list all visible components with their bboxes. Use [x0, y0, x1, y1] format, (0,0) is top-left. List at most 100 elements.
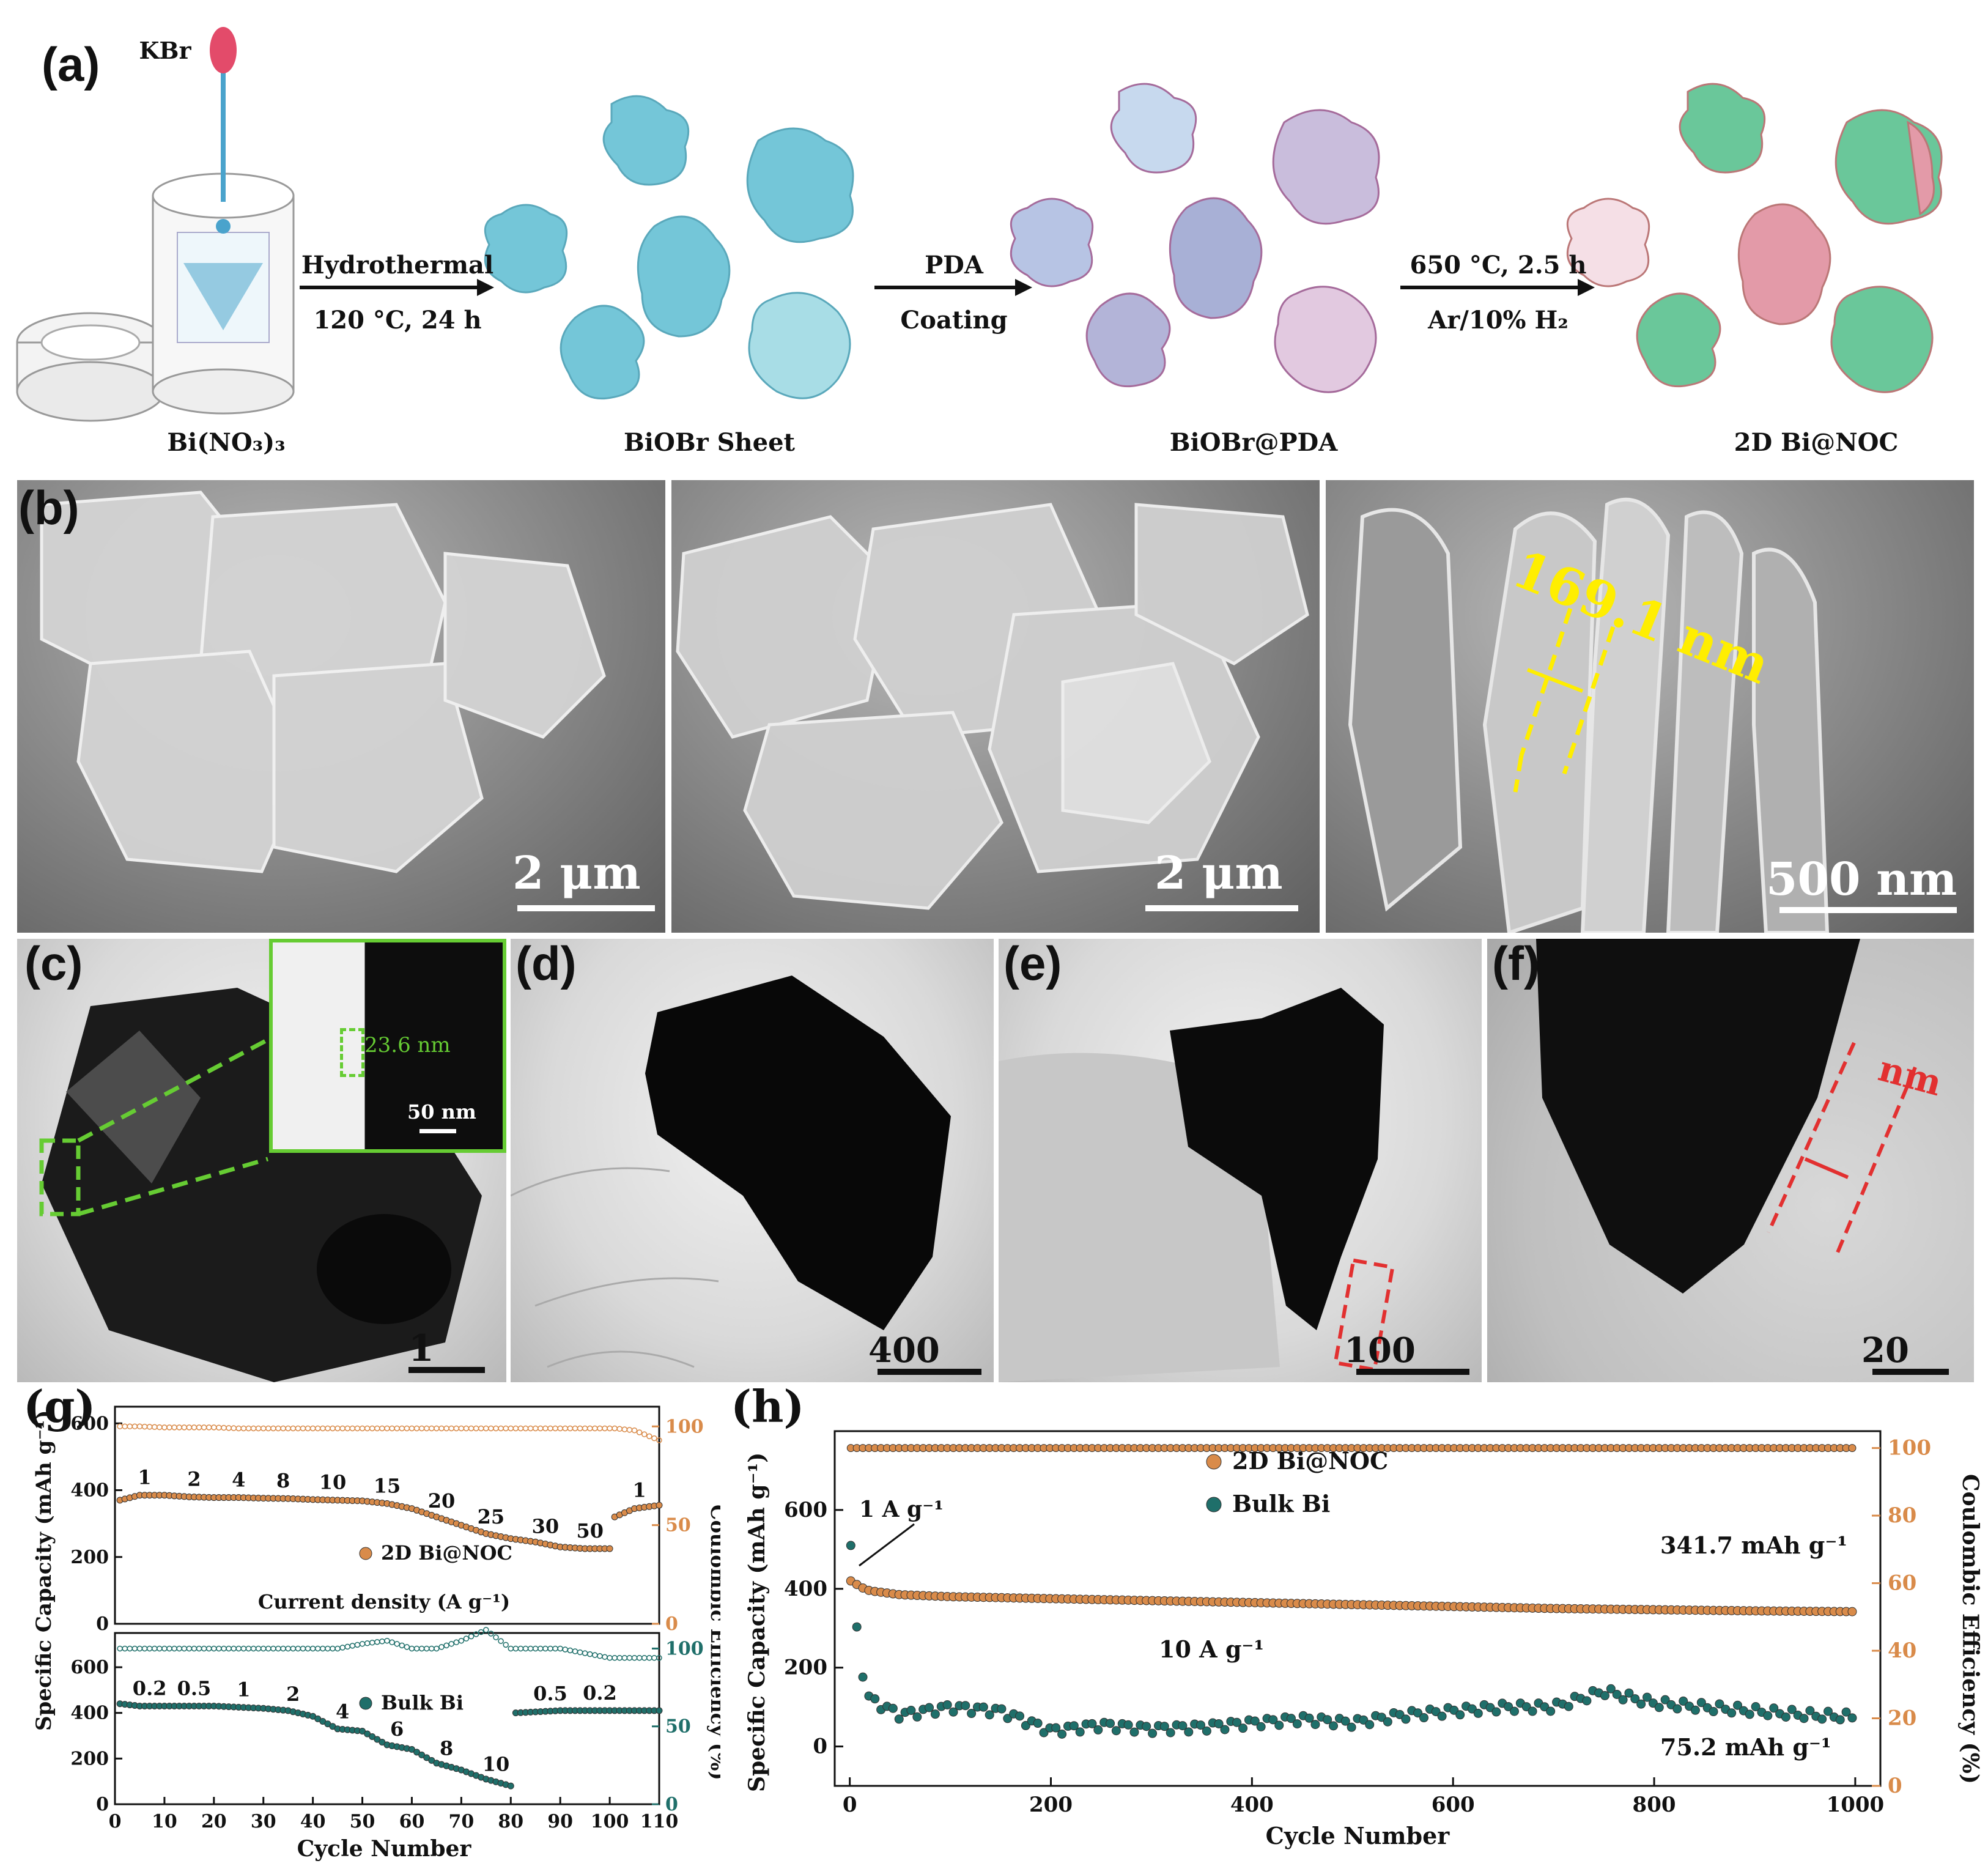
ce-point: [255, 1425, 262, 1432]
capacity-point-bulk: [961, 1701, 970, 1711]
ce-point: [309, 1645, 316, 1652]
ce-point: [463, 1425, 470, 1432]
ce-point: [280, 1645, 286, 1652]
x-axis-label: Cycle Number: [1266, 1822, 1450, 1849]
panel-g-chart: (g) 0 200 400 600 0 50 100 1 2 4 8 10 15 20 25 30 50 1 2D B…: [17, 1388, 720, 1865]
y2-tick-label: 50: [665, 1716, 691, 1738]
ce-point: [493, 1634, 499, 1640]
rate-label: 0.5: [177, 1676, 212, 1700]
ce-point: [369, 1640, 375, 1646]
ce-point: [394, 1641, 400, 1647]
ce-point: [522, 1645, 529, 1652]
capacity-point-bulk: [1268, 1715, 1278, 1725]
ce-point: [577, 1649, 583, 1656]
ce-point: [181, 1645, 188, 1652]
ce-point: [562, 1646, 569, 1653]
ce-point: [404, 1425, 410, 1432]
ce-point: [423, 1425, 430, 1432]
ce-point: [503, 1642, 509, 1648]
ce-point: [265, 1645, 272, 1652]
capacity-point-bulk: [1292, 1719, 1302, 1729]
ce-point: [379, 1425, 385, 1432]
panel-h-chart: (h) 0 200 400 600 0 20 40 60 80 100 0 200 400 600 800 10…: [731, 1388, 1984, 1865]
tem-image-d: (d) 400 nm: [511, 939, 994, 1382]
x-tick-label: 0: [109, 1811, 122, 1832]
tem-image-c: (c) 23.6 nm 50 nm 1 μm: [17, 939, 506, 1382]
capacity-point-bulk: [1745, 1709, 1754, 1719]
ce-point: [141, 1645, 148, 1652]
capacity-point-bulk: [1787, 1705, 1797, 1714]
capacity-point-bulk: [1075, 1727, 1085, 1737]
capacity-point-bulk: [1733, 1700, 1743, 1710]
capacity-point-bulk: [1654, 1703, 1664, 1712]
panel-b-label: (b): [18, 481, 79, 535]
ce-point: [616, 1426, 623, 1432]
ce-point: [532, 1645, 539, 1652]
sem-image-1: (b) 2 μm: [17, 480, 665, 933]
ce-point: [468, 1425, 475, 1432]
ce-point: [364, 1425, 371, 1432]
ce-point: [438, 1425, 445, 1432]
capacity-point-bulk: [1323, 1715, 1332, 1725]
ce-point: [413, 1425, 420, 1432]
capacity-point-bulk: [1660, 1695, 1670, 1705]
ce-point: [631, 1427, 638, 1434]
y-axis-label: Specific Capacity (mAh g⁻¹): [744, 1453, 770, 1792]
step3-bottom-text: Ar/10% H₂: [1428, 306, 1569, 335]
ce-point: [384, 1425, 390, 1432]
capacity-point-bulk: [1069, 1721, 1079, 1731]
capacity-point-bulk: [1365, 1720, 1375, 1730]
capacity-point-bulk: [1781, 1712, 1790, 1722]
ce-point: [522, 1425, 529, 1432]
tem-scale-bar-d: [878, 1369, 981, 1375]
ce-point: [290, 1645, 297, 1652]
x-tick-label: 60: [399, 1811, 425, 1832]
y2-tick-label: 60: [1888, 1571, 1916, 1596]
ce-point: [364, 1640, 371, 1646]
capacity-point-bulk: [1521, 1702, 1531, 1712]
capacity-point-bulk: [925, 1703, 934, 1712]
ce-point: [285, 1425, 291, 1432]
capacity-point-bulk: [1612, 1689, 1622, 1699]
caption-biobr-sheet: BiOBr Sheet: [624, 428, 795, 457]
ce-point: [186, 1424, 193, 1431]
x-tick-label: 110: [640, 1811, 679, 1832]
ce-point: [117, 1423, 123, 1430]
ce-point: [339, 1425, 345, 1432]
ce-point: [468, 1633, 475, 1640]
capacity-point-bulk: [1111, 1726, 1121, 1736]
ce-point: [404, 1644, 410, 1650]
ce-point: [205, 1645, 212, 1652]
ce-point: [616, 1654, 623, 1661]
y2-tick-label: 80: [1888, 1503, 1916, 1528]
capacity-point-bulk: [1582, 1696, 1592, 1706]
x-tick-label: 80: [498, 1811, 523, 1832]
capacity-point-bulk: [1600, 1690, 1609, 1700]
ce-point: [651, 1435, 657, 1442]
ce-point: [344, 1425, 351, 1432]
caption-bi-nitrate: Bi(NO₃)₃: [167, 428, 286, 457]
capacity-point-bulk: [948, 1707, 958, 1717]
capacity-point-bulk: [1455, 1710, 1465, 1720]
capacity-point-bulk: [1250, 1716, 1260, 1726]
ce-point: [498, 1425, 504, 1432]
rate-label: 0.5: [533, 1682, 567, 1705]
rate-label: 4: [336, 1700, 349, 1723]
ce-point: [656, 1654, 662, 1661]
ce-point: [586, 1425, 593, 1432]
sem-scale-text-1: 2 μm: [512, 847, 641, 900]
legend-marker-noc: [1206, 1454, 1222, 1470]
sem-scale-text-3: 500 nm: [1766, 853, 1957, 906]
ce-point: [418, 1645, 425, 1652]
ce-point: [488, 1631, 494, 1637]
y2-tick-label: 100: [665, 1638, 704, 1659]
ce-point: [161, 1645, 168, 1652]
ce-point: [186, 1645, 193, 1652]
ce-point: [235, 1425, 242, 1432]
rate-label: 10: [319, 1471, 347, 1494]
ce-point: [508, 1645, 514, 1652]
y-tick-label: 600: [784, 1498, 827, 1522]
current-density-label: Current density (A g⁻¹): [258, 1590, 510, 1613]
capacity-point-bulk: [1202, 1726, 1211, 1736]
